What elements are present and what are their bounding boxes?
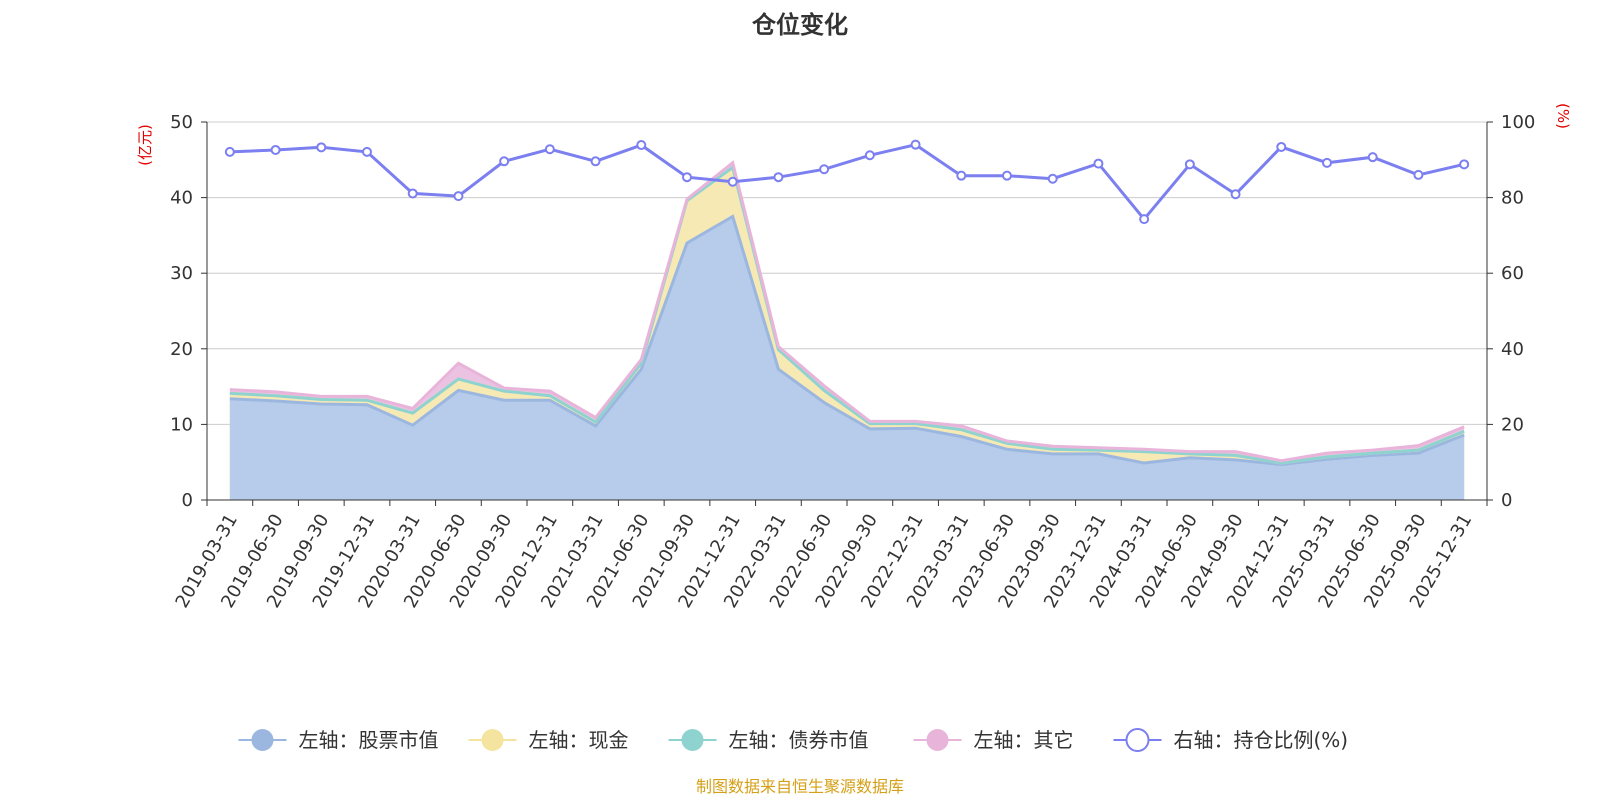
left-tick-label: 0 xyxy=(182,490,193,511)
legend-marker xyxy=(1125,728,1150,752)
ratio-point xyxy=(1047,173,1058,184)
ratio-point xyxy=(499,156,510,167)
area-line-2 xyxy=(229,164,1465,465)
legend-label: 右轴：持仓比例(%) xyxy=(1174,728,1349,752)
ratio-point xyxy=(407,188,418,199)
right-axis-unit: (%) xyxy=(1554,103,1572,129)
left-tick-label: 30 xyxy=(170,263,193,284)
legend-item: 左轴：股票市值 xyxy=(238,728,439,752)
legend-label: 左轴：债券市值 xyxy=(729,728,869,752)
area-line-3 xyxy=(229,160,1465,463)
ratio-point xyxy=(1002,170,1012,181)
ratio-point xyxy=(1230,189,1241,200)
ratio-line xyxy=(224,139,1470,225)
right-tick-label: 40 xyxy=(1501,339,1524,360)
ratio-point xyxy=(453,191,464,202)
ratio-point xyxy=(727,176,738,187)
legend-label: 左轴：股票市值 xyxy=(299,728,439,752)
right-tick-label: 20 xyxy=(1501,414,1524,435)
right-tick-label: 60 xyxy=(1501,263,1524,284)
legend-item: 左轴：现金 xyxy=(468,728,629,752)
ratio-point xyxy=(819,164,830,175)
chart-title: 仓位变化 xyxy=(751,11,848,39)
ratio-point xyxy=(1139,214,1150,225)
area-0 xyxy=(229,216,1465,500)
ratio-point xyxy=(1184,159,1195,170)
right-tick-label: 100 xyxy=(1501,112,1535,133)
left-tick-label: 50 xyxy=(170,112,193,133)
ratio-polyline xyxy=(229,143,1465,222)
left-tick-label: 40 xyxy=(170,188,193,209)
source-note: 制图数据来自恒生聚源数据库 xyxy=(696,777,904,796)
ratio-point xyxy=(682,172,692,183)
ratio-point xyxy=(636,140,647,151)
x-axis-labels: 2019-03-312019-06-302019-09-302019-12-31… xyxy=(171,510,1476,611)
ratio-point xyxy=(1093,158,1104,169)
legend-label: 左轴：现金 xyxy=(529,728,629,752)
right-tick-label: 0 xyxy=(1501,490,1512,511)
legend-item: 左轴：债券市值 xyxy=(668,728,869,752)
legend-label: 左轴：其它 xyxy=(974,728,1074,752)
ratio-point xyxy=(910,139,921,150)
ratio-point xyxy=(1367,152,1378,163)
axes: 0 10 20 30 40 50 0 20 40 60 80 100 xyxy=(170,112,1535,511)
ratio-point xyxy=(316,142,327,153)
legend-marker xyxy=(926,729,949,751)
legend-marker xyxy=(251,729,274,751)
legend: 左轴：股票市值 左轴：现金 左轴：债券市值 左轴：其它 右轴：持仓比例(%) xyxy=(238,728,1349,752)
legend-marker xyxy=(481,729,504,751)
ratio-point xyxy=(773,172,784,183)
ratio-point xyxy=(864,150,875,161)
ratio-point xyxy=(956,170,967,181)
legend-item: 右轴：持仓比例(%) xyxy=(1113,728,1349,752)
ratio-point xyxy=(544,144,555,155)
ratio-point xyxy=(270,144,281,155)
stacked-areas xyxy=(229,160,1465,501)
ratio-point xyxy=(362,146,372,157)
left-tick-label: 20 xyxy=(170,339,193,360)
legend-item: 左轴：其它 xyxy=(913,728,1074,752)
ratio-point xyxy=(224,146,235,157)
area-line-0 xyxy=(229,214,1465,467)
ratio-point xyxy=(1276,141,1287,152)
legend-marker xyxy=(681,729,704,751)
left-axis-unit: (亿元) xyxy=(136,124,154,166)
ratio-point xyxy=(1322,157,1332,168)
ratio-point xyxy=(1413,169,1424,180)
ratio-point xyxy=(590,156,601,167)
ratio-point xyxy=(1459,159,1470,170)
left-tick-label: 10 xyxy=(170,414,193,435)
right-tick-label: 80 xyxy=(1501,188,1524,209)
gridlines xyxy=(207,121,1487,425)
